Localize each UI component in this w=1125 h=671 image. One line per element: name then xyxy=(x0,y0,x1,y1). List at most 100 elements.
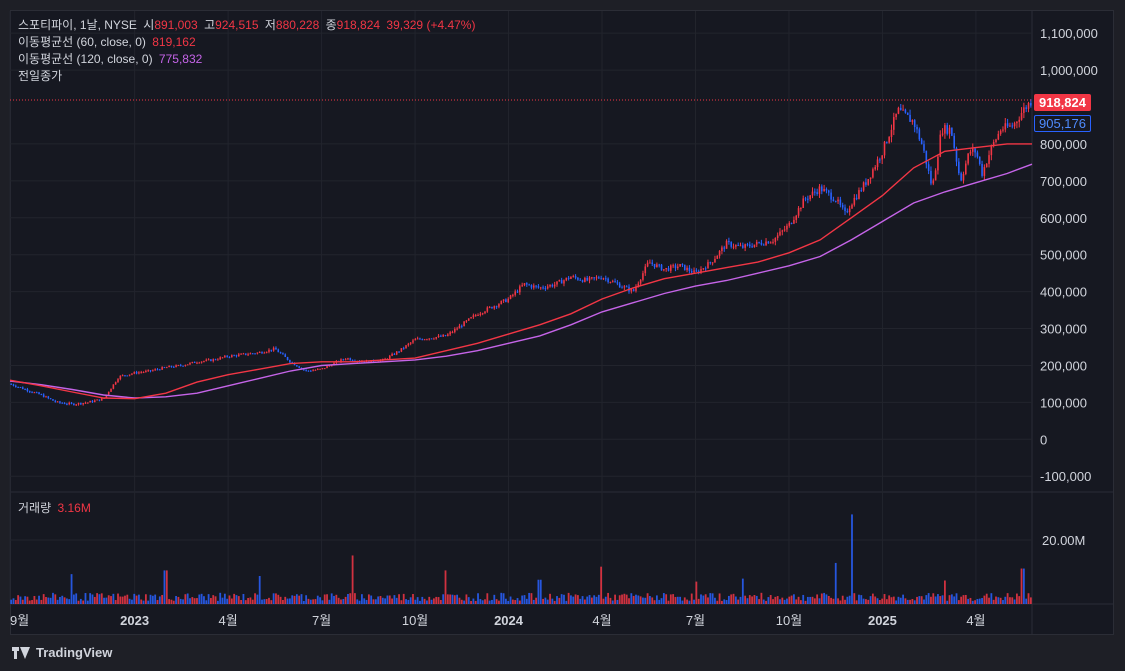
candle-body xyxy=(433,338,435,340)
volume-bar xyxy=(925,595,928,604)
volume-bar xyxy=(495,599,498,604)
y-tick-label: 100,000 xyxy=(1040,395,1087,410)
volume-bar xyxy=(470,600,472,604)
volume-bar xyxy=(21,599,24,604)
candle-body xyxy=(890,129,893,138)
candle-body xyxy=(818,186,821,194)
volume-bar xyxy=(1029,597,1032,604)
volume-bar xyxy=(837,598,839,604)
volume-bar xyxy=(279,596,282,604)
volume-bar xyxy=(270,600,273,604)
candle-body xyxy=(126,375,129,377)
candle-body xyxy=(49,398,52,400)
volume-bar xyxy=(581,596,584,604)
candle-body xyxy=(493,306,496,309)
volume-bar xyxy=(186,593,189,604)
candle-body xyxy=(165,367,168,369)
candle-body xyxy=(844,207,846,212)
volume-bar xyxy=(795,599,798,604)
candle-body xyxy=(892,117,895,130)
candle-body xyxy=(853,197,856,205)
candle-body xyxy=(1002,129,1004,131)
volume-bar xyxy=(265,599,268,604)
candle-body xyxy=(117,379,119,383)
candle-body xyxy=(535,285,537,287)
legend-prev-close: 전일종가 xyxy=(18,68,65,85)
volume-bar xyxy=(565,600,568,604)
candle-body xyxy=(342,359,345,361)
volume-bar xyxy=(600,566,603,604)
candle-body xyxy=(769,242,772,244)
volume-bar xyxy=(342,598,345,604)
volume-bar xyxy=(68,599,71,604)
candle-body xyxy=(588,277,591,281)
candle-body xyxy=(1009,125,1011,127)
ma120-line xyxy=(9,163,1033,399)
candle-body xyxy=(595,277,598,279)
volume-bar xyxy=(516,598,519,604)
candle-body xyxy=(888,137,890,143)
volume-bar xyxy=(453,595,456,604)
volume-bar xyxy=(305,595,308,604)
volume-bar xyxy=(962,595,965,604)
volume-bar xyxy=(233,593,236,604)
candle-body xyxy=(971,148,974,152)
volume-bar xyxy=(932,593,935,604)
candle-body xyxy=(219,357,222,360)
volume-bar xyxy=(590,597,593,604)
volume-bar xyxy=(349,593,352,604)
volume-bar xyxy=(66,598,68,604)
volume-bar xyxy=(955,593,958,604)
volume-bar xyxy=(63,597,66,604)
candle-body xyxy=(867,179,870,185)
candle-body xyxy=(616,282,619,284)
volume-bar xyxy=(978,598,981,604)
candle-body xyxy=(110,388,112,392)
volume-bar xyxy=(388,595,391,604)
volume-bar xyxy=(168,599,171,604)
volume-bar xyxy=(758,599,760,604)
candle-body xyxy=(528,284,530,286)
candle-body xyxy=(189,362,191,365)
candle-body xyxy=(1016,121,1018,124)
candle-body xyxy=(765,241,767,246)
candle-body xyxy=(625,286,628,288)
volume-bar xyxy=(714,597,716,604)
volume-bar xyxy=(463,600,465,604)
volume-bar xyxy=(196,598,198,604)
volume-bar xyxy=(939,596,942,604)
candle-body xyxy=(154,369,156,371)
volume-bar xyxy=(251,599,254,604)
legend-volume: 거래량 3.16M xyxy=(18,500,94,517)
volume-bar xyxy=(423,598,426,604)
volume-bar xyxy=(797,596,800,604)
candle-body xyxy=(467,318,470,321)
candle-body xyxy=(309,370,312,372)
volume-bar xyxy=(126,594,129,604)
volume-bar xyxy=(799,600,802,604)
candle-body xyxy=(932,180,935,184)
volume-bar xyxy=(964,594,967,604)
volume-bar xyxy=(89,593,92,604)
candle-body xyxy=(537,286,540,288)
candle-body xyxy=(939,134,942,157)
chart-frame[interactable] xyxy=(10,10,1114,635)
footer-brand[interactable]: TradingView xyxy=(12,645,112,660)
volume-bar xyxy=(138,594,140,604)
volume-bar xyxy=(107,595,110,604)
candle-body xyxy=(639,279,642,284)
candle-body xyxy=(802,198,805,208)
volume-bar xyxy=(858,594,860,604)
volume-bar xyxy=(630,593,633,604)
candle-body xyxy=(296,365,298,367)
candle-body xyxy=(175,365,177,367)
candle-body xyxy=(827,190,830,193)
candle-body xyxy=(502,299,505,301)
volume-bar xyxy=(358,600,361,604)
volume-bar xyxy=(971,600,974,604)
volume-bar xyxy=(82,600,85,604)
volume-bar xyxy=(918,596,921,604)
volume-bar xyxy=(214,596,217,604)
candle-body xyxy=(707,262,709,269)
